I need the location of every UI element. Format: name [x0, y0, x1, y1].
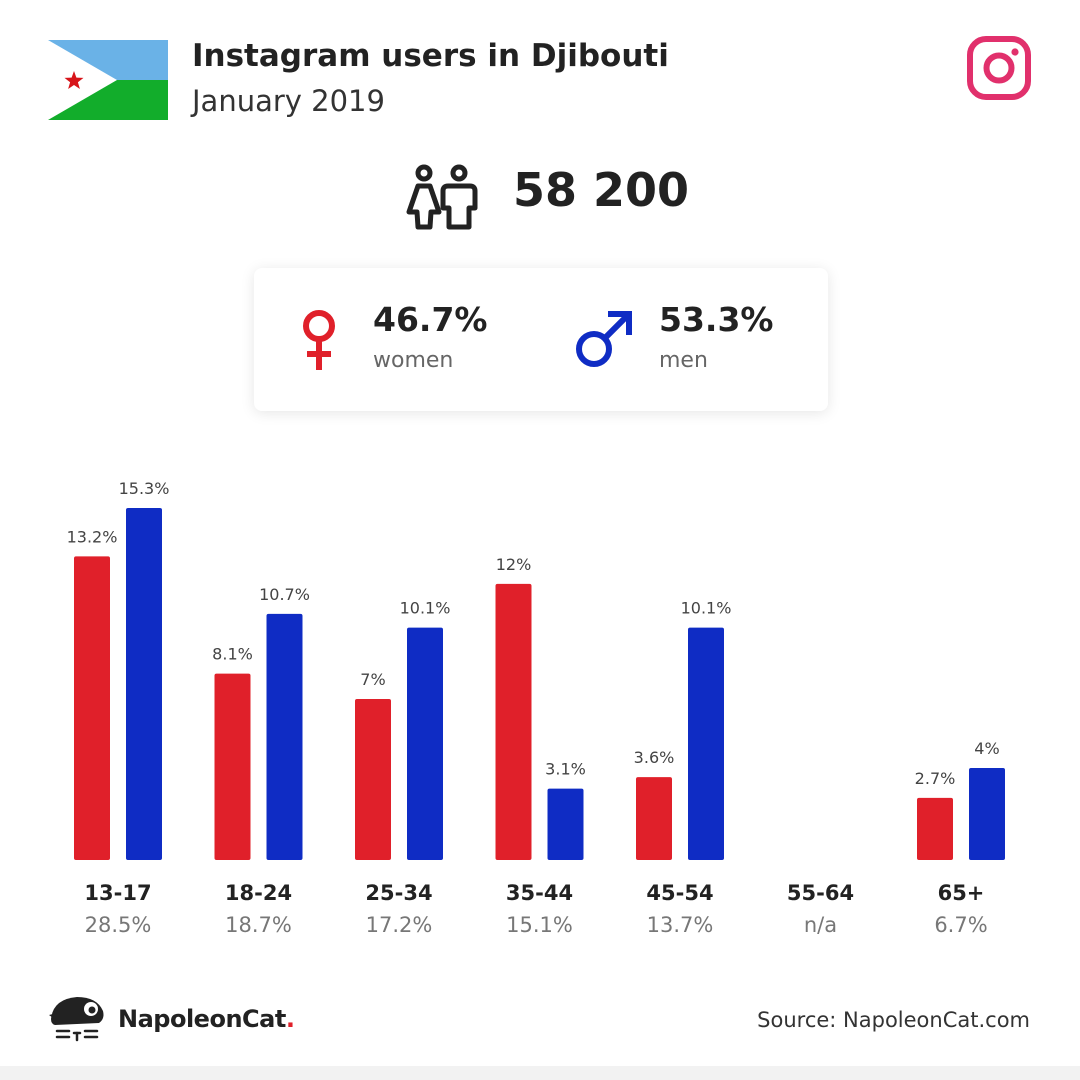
bar-men-13-17 [126, 508, 162, 860]
bar-women-18-24 [214, 673, 251, 860]
category-total-65+: 6.7% [934, 913, 987, 937]
data-label-women-13-17: 13.2% [67, 527, 118, 546]
bar-men-65+ [969, 767, 1005, 860]
category-total-45-54: 13.7% [647, 913, 714, 937]
category-label-13-17: 13-17 [84, 881, 151, 905]
data-label-men-25-34: 10.1% [400, 599, 451, 618]
data-label-women-25-34: 7% [360, 670, 385, 689]
women-percent: 46.7% [373, 300, 488, 339]
data-label-men-65+: 4% [974, 739, 999, 758]
data-label-women-18-24: 8.1% [212, 645, 253, 664]
bar-men-18-24 [266, 613, 303, 860]
bar-women-25-34 [355, 698, 391, 860]
data-label-men-35-44: 3.1% [545, 760, 586, 779]
category-label-25-34: 25-34 [365, 881, 432, 905]
category-total-25-34: 17.2% [366, 913, 433, 937]
female-icon [303, 310, 335, 370]
category-label-45-54: 45-54 [646, 881, 713, 905]
bar-men-45-54 [688, 627, 724, 860]
bar-men-25-34 [407, 627, 443, 860]
bar-women-65+ [917, 797, 953, 860]
women-label: women [373, 348, 454, 373]
male-icon [576, 311, 632, 367]
data-label-men-18-24: 10.7% [259, 585, 310, 604]
gender-card: 46.7% women 53.3% men [254, 268, 828, 411]
data-label-men-45-54: 10.1% [681, 599, 732, 618]
category-total-55-64: n/a [804, 913, 837, 937]
brand-name: NapoleonCat. [118, 1005, 295, 1033]
bar-men-35-44 [547, 788, 584, 860]
data-label-women-65+: 2.7% [915, 769, 956, 788]
people-icon [406, 164, 478, 230]
age-gender-bar-chart: 13.2% 15.3% 13-17 28.5% 8.1% 10.7% 18-24 18.7% 7… [67, 479, 1005, 937]
men-percent: 53.3% [659, 300, 774, 339]
category-total-13-17: 28.5% [85, 913, 152, 937]
category-total-35-44: 15.1% [506, 913, 573, 937]
data-label-women-45-54: 3.6% [634, 748, 675, 767]
instagram-icon [967, 36, 1031, 100]
total-users: 58 200 [513, 163, 690, 217]
page-subtitle: January 2019 [192, 84, 385, 118]
data-label-men-13-17: 15.3% [119, 479, 170, 498]
men-label: men [659, 348, 708, 373]
bar-women-35-44 [495, 583, 532, 860]
category-label-35-44: 35-44 [506, 881, 573, 905]
category-label-18-24: 18-24 [225, 881, 292, 905]
category-label-65+: 65+ [938, 881, 985, 905]
bar-women-45-54 [636, 777, 672, 860]
bar-women-13-17 [74, 556, 110, 860]
bottom-strip [0, 1066, 1080, 1080]
napoleoncat-logo-icon [49, 997, 104, 1042]
page-title: Instagram users in Djibouti [192, 38, 669, 74]
djibouti-flag-icon [48, 40, 168, 120]
category-label-55-64: 55-64 [787, 881, 854, 905]
source-credit: Source: NapoleonCat.com [757, 1008, 1030, 1032]
category-total-18-24: 18.7% [225, 913, 292, 937]
data-label-women-35-44: 12% [496, 555, 532, 574]
